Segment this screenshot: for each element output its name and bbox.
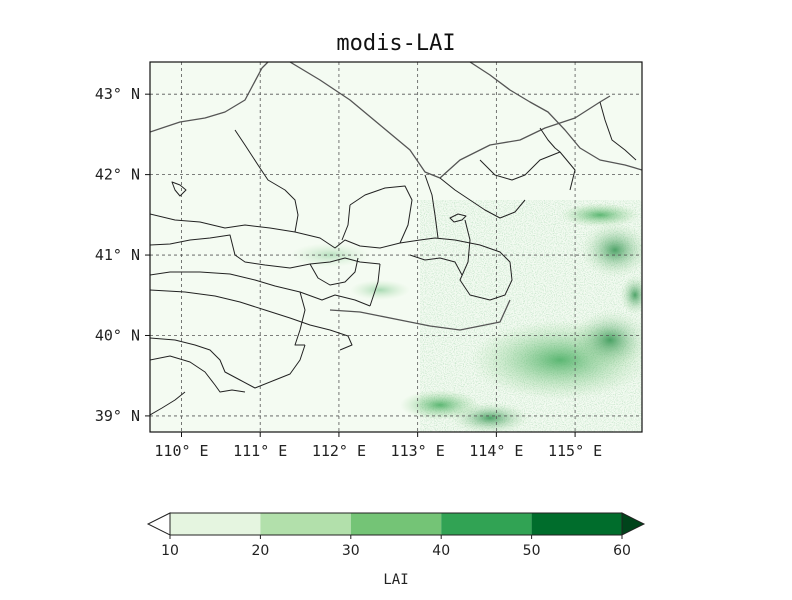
lon-tick-label: 113° E — [391, 442, 445, 460]
lai-raster — [290, 200, 642, 432]
colorbar-outline — [169, 512, 623, 536]
colorbar-tick-label: 20 — [251, 543, 269, 559]
lon-tick-label: 112° E — [312, 442, 366, 460]
map-frame — [149, 61, 643, 433]
colorbar-segment — [170, 513, 261, 535]
colorbar-tick-label: 40 — [432, 543, 450, 559]
province-border — [289, 62, 611, 179]
lon-tick-label: 110° E — [154, 442, 208, 460]
colorbar-segment — [531, 513, 622, 535]
province-border — [150, 62, 269, 133]
colorbar-tick-label: 10 — [161, 543, 179, 559]
county-border — [349, 185, 413, 244]
colorbar-extend-low — [146, 512, 171, 536]
county-border — [459, 219, 513, 301]
lon-tick-label: 114° E — [469, 442, 523, 460]
longitude-labels: 110° E 111° E 112° E 113° E 114° E 115° E — [154, 432, 602, 460]
county-border — [424, 174, 439, 239]
county-border — [150, 213, 511, 263]
lat-tick-label: 40° N — [95, 326, 140, 344]
colorbar-tick-label: 30 — [342, 543, 360, 559]
county-border — [150, 355, 246, 393]
county-border — [150, 271, 371, 307]
lat-tick-label: 43° N — [95, 85, 140, 103]
lai-speckle — [420, 200, 642, 432]
colorbar-extend-high — [621, 512, 646, 536]
county-border — [369, 263, 381, 307]
colorbar-segment — [441, 513, 532, 535]
county-border — [539, 127, 561, 153]
lai-patch — [350, 280, 410, 300]
colorbar-tick-label: 50 — [523, 543, 541, 559]
province-border — [329, 299, 511, 331]
county-border — [150, 234, 381, 269]
admin-borders — [150, 62, 642, 416]
county-border — [439, 177, 526, 219]
county-border — [309, 257, 359, 286]
colorbar-segment — [350, 513, 442, 535]
county-border — [234, 129, 299, 233]
map-title: modis-LAI — [336, 31, 455, 56]
lat-tick-label: 42° N — [95, 166, 140, 184]
latitude-labels: 39° N 40° N 41° N 42° N 43° N — [95, 85, 150, 425]
province-border — [469, 62, 642, 171]
county-border — [150, 391, 186, 416]
lake-outline — [449, 213, 467, 223]
colorbar-tick-label: 60 — [613, 543, 631, 559]
county-border — [171, 181, 187, 197]
lon-tick-label: 111° E — [233, 442, 287, 460]
gridlines — [150, 62, 642, 432]
county-border — [599, 101, 637, 161]
colorbar-segment — [260, 513, 351, 535]
county-border — [409, 254, 463, 276]
county-border — [294, 291, 306, 346]
lon-tick-label: 115° E — [548, 442, 602, 460]
county-border — [150, 337, 306, 389]
county-border — [341, 204, 351, 241]
county-border — [479, 151, 576, 191]
map-area — [150, 62, 642, 432]
colorbar: 10 20 30 40 50 60 — [146, 512, 646, 559]
colorbar-label: LAI — [383, 572, 408, 588]
lat-tick-label: 39° N — [95, 407, 140, 425]
county-border — [150, 289, 353, 351]
lat-tick-label: 41° N — [95, 246, 140, 264]
